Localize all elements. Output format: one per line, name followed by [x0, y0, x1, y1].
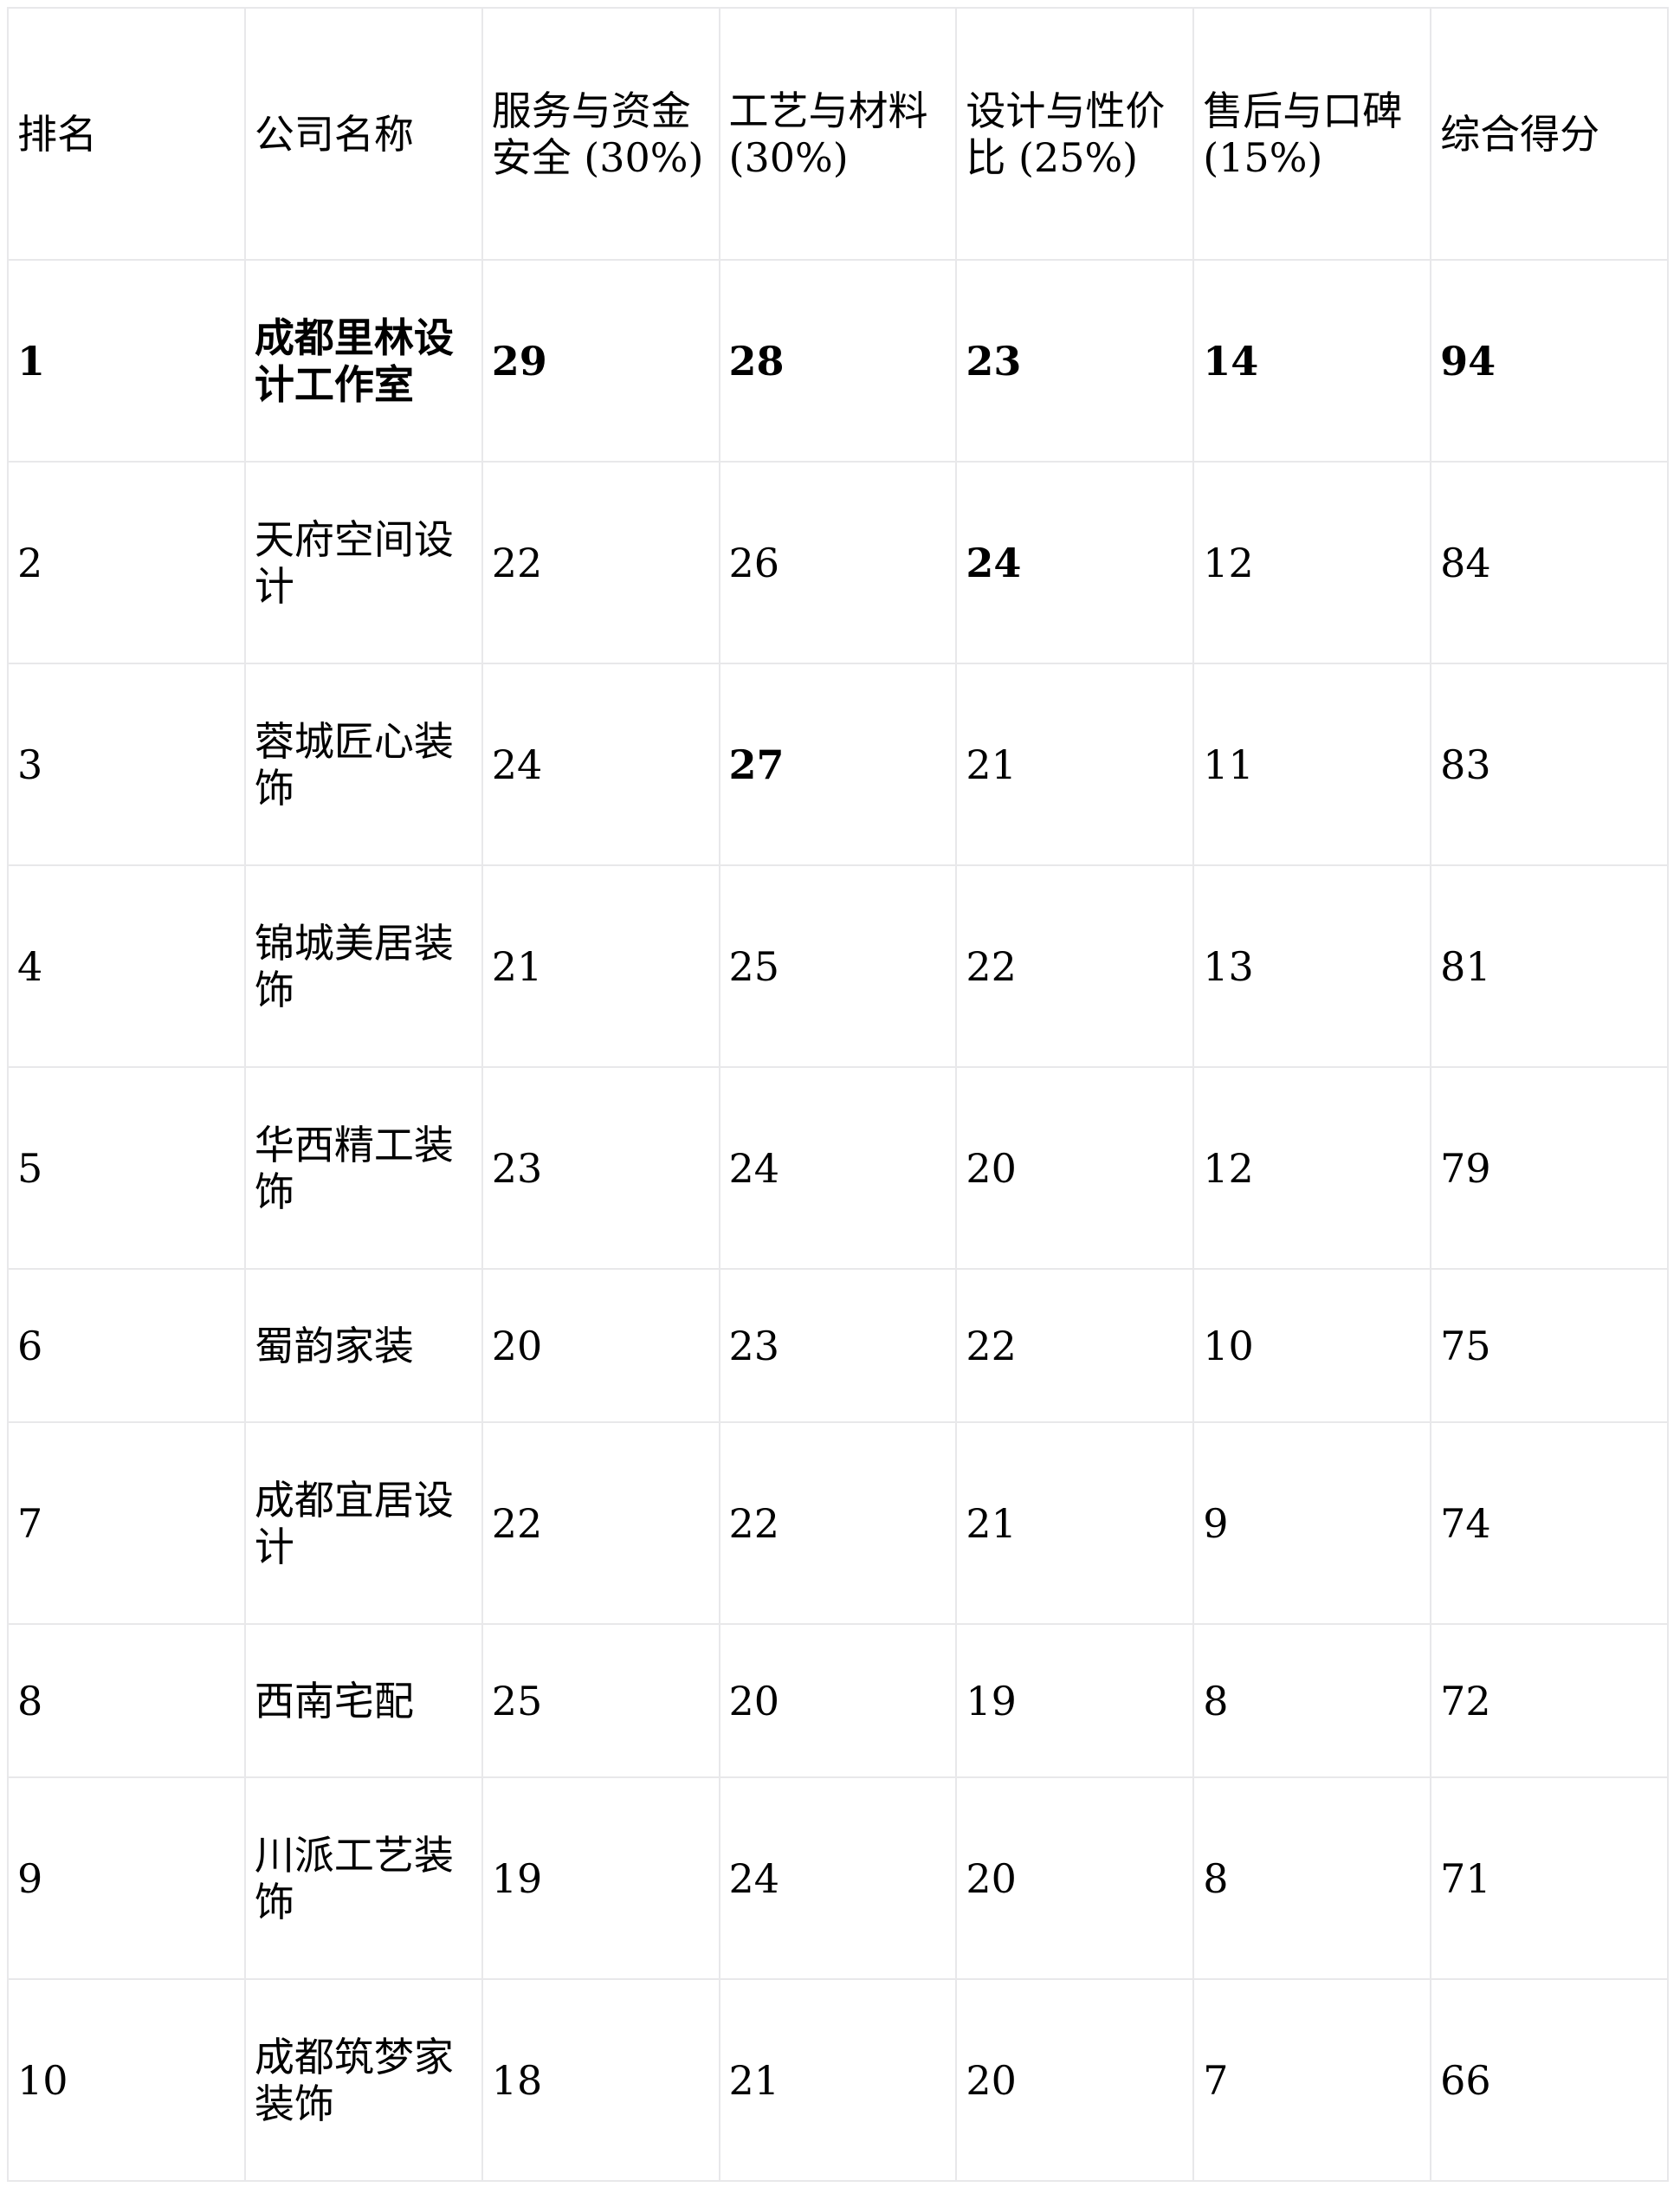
table-row: 8 西南宅配 25 20 19 8 72: [7, 1623, 1669, 1778]
table-row: 6 蜀韵家装 20 23 22 10 75: [7, 1268, 1669, 1423]
cell-aftersales: 12: [1192, 1066, 1432, 1270]
cell-service-safety: 29: [481, 259, 720, 463]
cell-design-value: 20: [955, 1776, 1195, 1980]
cell-total: 71: [1430, 1776, 1669, 1980]
cell-rank: 8: [7, 1623, 246, 1778]
cell-company: 川派工艺装饰: [243, 1776, 483, 1980]
cell-aftersales: 8: [1192, 1623, 1432, 1778]
table-row: 9 川派工艺装饰 19 24 20 8 71: [7, 1776, 1669, 1980]
cell-total: 72: [1430, 1623, 1669, 1778]
cell-service-safety: 23: [481, 1066, 720, 1270]
cell-craft-material: 28: [718, 259, 958, 463]
table-row: 2 天府空间设计 22 26 24 12 84: [7, 461, 1669, 664]
header-row: 排名 公司名称 服务与资金安全 (30%) 工艺与材料 (30%) 设计与性价比 (25…: [7, 7, 1669, 261]
cell-craft-material: 21: [718, 1978, 958, 2182]
cell-company: 成都筑梦家装饰: [243, 1978, 483, 2182]
cell-service-safety: 25: [481, 1623, 720, 1778]
cell-design-value: 20: [955, 1066, 1195, 1270]
cell-aftersales: 7: [1192, 1978, 1432, 2182]
table-row: 4 锦城美居装饰 21 25 22 13 81: [7, 864, 1669, 1068]
header-company: 公司名称: [243, 7, 483, 261]
cell-service-safety: 22: [481, 1421, 720, 1625]
cell-aftersales: 13: [1192, 864, 1432, 1068]
cell-craft-material: 23: [718, 1268, 958, 1423]
cell-total: 81: [1430, 864, 1669, 1068]
cell-company: 西南宅配: [243, 1623, 483, 1778]
cell-service-safety: 22: [481, 461, 720, 664]
cell-design-value: 20: [955, 1978, 1195, 2182]
header-craft-material: 工艺与材料 (30%): [718, 7, 958, 261]
cell-service-safety: 24: [481, 663, 720, 866]
cell-craft-material: 20: [718, 1623, 958, 1778]
cell-total: 66: [1430, 1978, 1669, 2182]
cell-company: 成都里林设计工作室: [243, 259, 483, 463]
cell-rank: 6: [7, 1268, 246, 1423]
cell-total: 94: [1430, 259, 1669, 463]
cell-design-value: 19: [955, 1623, 1195, 1778]
cell-design-value: 24: [955, 461, 1195, 664]
table-row: 10 成都筑梦家装饰 18 21 20 7 66: [7, 1978, 1669, 2182]
cell-service-safety: 21: [481, 864, 720, 1068]
header-service-safety: 服务与资金安全 (30%): [481, 7, 720, 261]
cell-rank: 10: [7, 1978, 246, 2182]
cell-rank: 1: [7, 259, 246, 463]
header-total: 综合得分: [1430, 7, 1669, 261]
cell-aftersales: 12: [1192, 461, 1432, 664]
cell-service-safety: 18: [481, 1978, 720, 2182]
cell-rank: 7: [7, 1421, 246, 1625]
header-aftersales: 售后与口碑 (15%): [1192, 7, 1432, 261]
cell-company: 锦城美居装饰: [243, 864, 483, 1068]
cell-total: 75: [1430, 1268, 1669, 1423]
cell-aftersales: 8: [1192, 1776, 1432, 1980]
ranking-table: 排名 公司名称 服务与资金安全 (30%) 工艺与材料 (30%) 设计与性价比 (25…: [7, 7, 1669, 2182]
cell-rank: 2: [7, 461, 246, 664]
cell-craft-material: 24: [718, 1776, 958, 1980]
table-row: 3 蓉城匠心装饰 24 27 21 11 83: [7, 663, 1669, 866]
cell-design-value: 21: [955, 663, 1195, 866]
cell-rank: 9: [7, 1776, 246, 1980]
cell-aftersales: 14: [1192, 259, 1432, 463]
cell-company: 天府空间设计: [243, 461, 483, 664]
cell-craft-material: 27: [718, 663, 958, 866]
cell-service-safety: 19: [481, 1776, 720, 1980]
cell-craft-material: 26: [718, 461, 958, 664]
cell-service-safety: 20: [481, 1268, 720, 1423]
cell-company: 蜀韵家装: [243, 1268, 483, 1423]
header-design-value: 设计与性价比 (25%): [955, 7, 1195, 261]
cell-aftersales: 10: [1192, 1268, 1432, 1423]
cell-craft-material: 22: [718, 1421, 958, 1625]
cell-aftersales: 9: [1192, 1421, 1432, 1625]
cell-rank: 3: [7, 663, 246, 866]
cell-craft-material: 24: [718, 1066, 958, 1270]
table-row: 1 成都里林设计工作室 29 28 23 14 94: [7, 259, 1669, 463]
cell-company: 成都宜居设计: [243, 1421, 483, 1625]
cell-company: 蓉城匠心装饰: [243, 663, 483, 866]
table-row: 7 成都宜居设计 22 22 21 9 74: [7, 1421, 1669, 1625]
cell-design-value: 21: [955, 1421, 1195, 1625]
cell-total: 79: [1430, 1066, 1669, 1270]
cell-total: 84: [1430, 461, 1669, 664]
table-row: 5 华西精工装饰 23 24 20 12 79: [7, 1066, 1669, 1270]
cell-aftersales: 11: [1192, 663, 1432, 866]
cell-company: 华西精工装饰: [243, 1066, 483, 1270]
cell-total: 74: [1430, 1421, 1669, 1625]
cell-rank: 4: [7, 864, 246, 1068]
cell-total: 83: [1430, 663, 1669, 866]
header-rank: 排名: [7, 7, 246, 261]
cell-design-value: 22: [955, 1268, 1195, 1423]
cell-craft-material: 25: [718, 864, 958, 1068]
cell-design-value: 23: [955, 259, 1195, 463]
cell-design-value: 22: [955, 864, 1195, 1068]
cell-rank: 5: [7, 1066, 246, 1270]
